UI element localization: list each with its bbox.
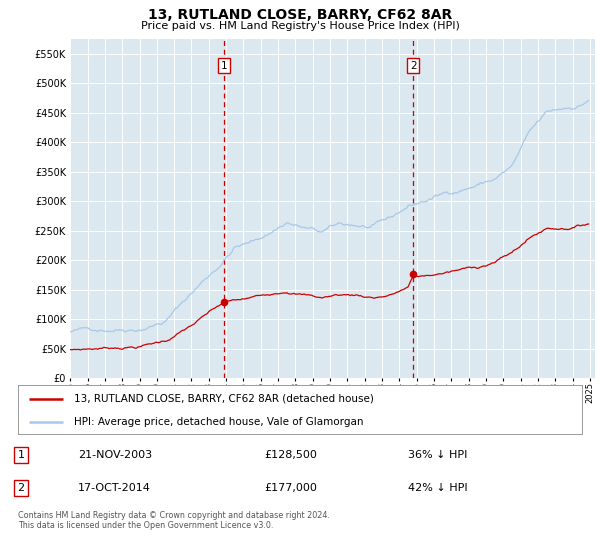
Text: £128,500: £128,500 [264,450,317,460]
Text: 42% ↓ HPI: 42% ↓ HPI [408,483,467,493]
Text: 13, RUTLAND CLOSE, BARRY, CF62 8AR (detached house): 13, RUTLAND CLOSE, BARRY, CF62 8AR (deta… [74,394,374,404]
Text: 1: 1 [17,450,25,460]
Text: Price paid vs. HM Land Registry's House Price Index (HPI): Price paid vs. HM Land Registry's House … [140,21,460,31]
Text: 21-NOV-2003: 21-NOV-2003 [78,450,152,460]
Text: 2: 2 [17,483,25,493]
Text: £177,000: £177,000 [264,483,317,493]
Text: HPI: Average price, detached house, Vale of Glamorgan: HPI: Average price, detached house, Vale… [74,417,364,427]
Text: 36% ↓ HPI: 36% ↓ HPI [408,450,467,460]
Text: 17-OCT-2014: 17-OCT-2014 [78,483,151,493]
Text: 2: 2 [410,60,416,71]
Text: 1: 1 [221,60,228,71]
Text: 13, RUTLAND CLOSE, BARRY, CF62 8AR: 13, RUTLAND CLOSE, BARRY, CF62 8AR [148,8,452,22]
Text: Contains HM Land Registry data © Crown copyright and database right 2024.
This d: Contains HM Land Registry data © Crown c… [18,511,330,530]
